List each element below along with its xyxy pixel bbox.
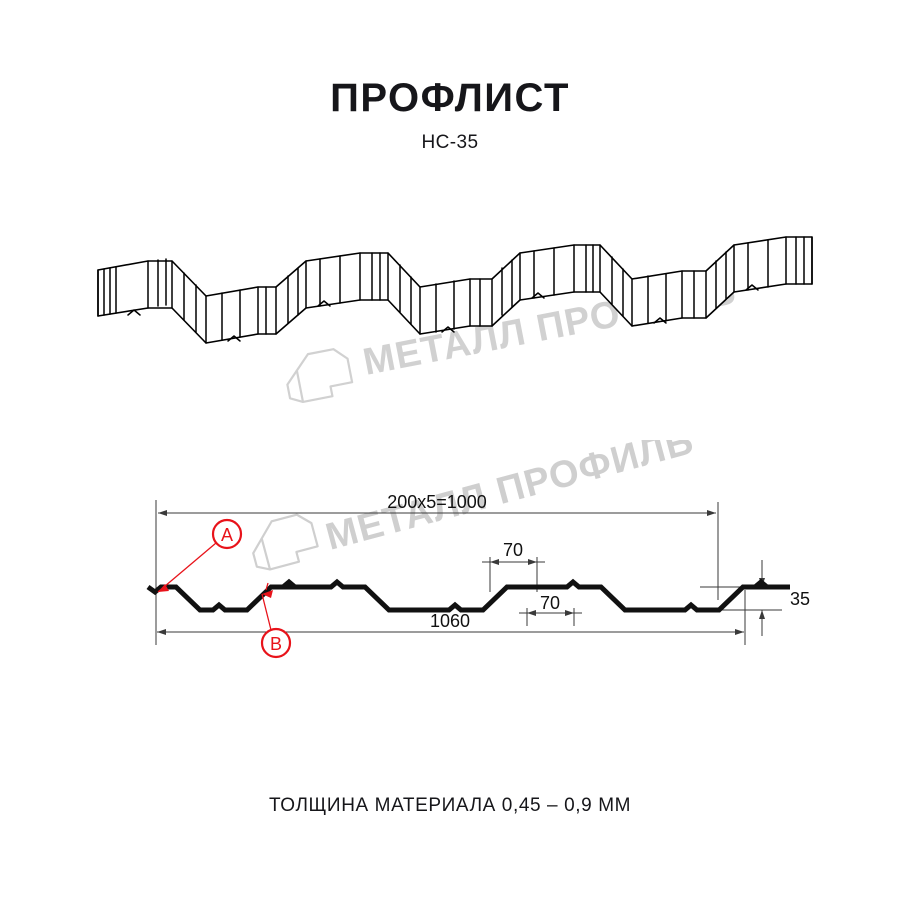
isometric-svg: МЕТАЛЛ ПРОФИЛЬ: [97, 236, 813, 404]
iso-sheet: [97, 236, 813, 344]
dim-pitch-total: 200x5=1000: [387, 492, 487, 512]
dim-height: 35: [790, 589, 810, 609]
callout-a-circle: [211, 518, 243, 550]
dim-top-flat: 70: [503, 540, 523, 560]
dimension-labels: 200x5=1000 70 70 1060 35: [387, 492, 810, 631]
dim-bottom-flat: 70: [540, 593, 560, 613]
material-thickness-text: ТОЛЩИНА МАТЕРИАЛА 0,45 – 0,9 ММ: [268, 795, 632, 816]
callout-a-label: A: [221, 525, 233, 545]
header: ПРОФЛИСТ НС-35: [0, 78, 900, 154]
dim-overall-width: 1060: [430, 611, 470, 631]
profile-outline: [146, 578, 790, 613]
callout-b-label: B: [270, 634, 282, 654]
page-title: ПРОФЛИСТ: [330, 76, 570, 120]
callouts: A B: [157, 518, 292, 659]
dimension-lines: [155, 500, 782, 645]
callout-b-circle: [260, 627, 292, 659]
cross-section-view: МЕТАЛЛ ПРОФИЛЬ: [0, 440, 900, 670]
model-subtitle: НС-35: [421, 132, 479, 153]
isometric-view: МЕТАЛЛ ПРОФИЛЬ: [0, 215, 900, 415]
footer: ТОЛЩИНА МАТЕРИАЛА 0,45 – 0,9 ММ: [0, 795, 900, 817]
cross-section-svg: МЕТАЛЛ ПРОФИЛЬ: [146, 440, 810, 659]
